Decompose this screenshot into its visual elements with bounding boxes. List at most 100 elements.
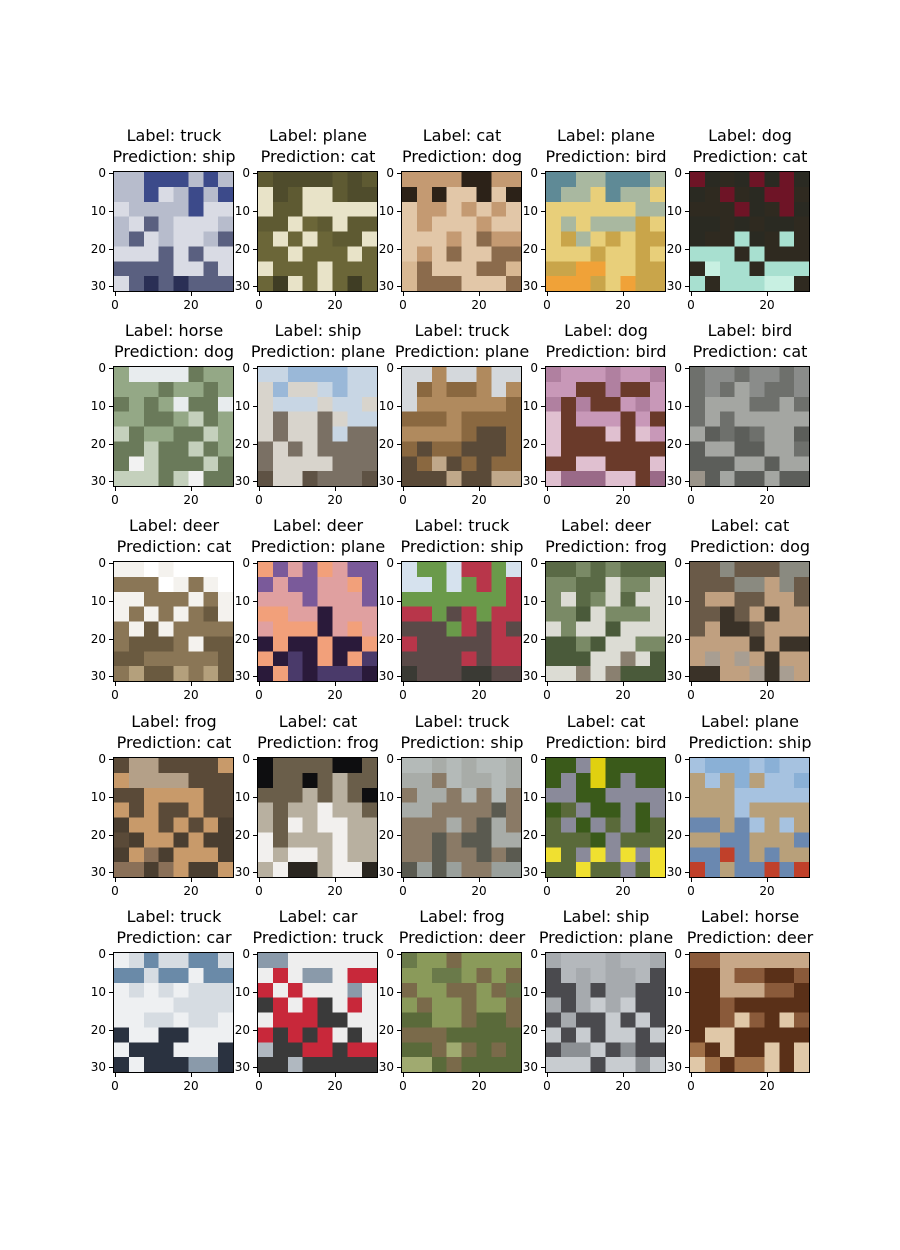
image-pixel [575, 832, 591, 848]
image-pixel [461, 651, 477, 667]
image-pixel [764, 621, 780, 637]
x-tick-label: 0 [111, 493, 119, 507]
image-pixel [704, 246, 721, 262]
image-pixel [114, 367, 130, 383]
image-pixel [476, 997, 492, 1013]
image-pixel [362, 591, 377, 607]
y-tick-label: 20 [666, 242, 682, 256]
image-pixel [590, 847, 606, 863]
image-pixel [287, 787, 303, 803]
image-pixel [287, 862, 303, 877]
image-pixel [173, 787, 189, 803]
image-pixel [302, 411, 318, 427]
image-pixel [650, 1027, 665, 1043]
x-tick-mark [623, 1073, 624, 1077]
image-pixel [476, 651, 492, 667]
y-tick-label: 0 [530, 947, 538, 961]
image-pixel [590, 381, 606, 398]
image-pixel [461, 817, 477, 833]
image-pixel [114, 1042, 130, 1058]
image-pixel [635, 621, 651, 637]
image-pixel [347, 261, 363, 277]
image-pixel [635, 562, 651, 578]
image-pixel [188, 576, 204, 593]
image-pixel [506, 832, 521, 848]
image-pixel [575, 758, 591, 774]
image-pixel [258, 953, 274, 969]
y-tick-label: 0 [386, 556, 394, 570]
image-pixel [546, 982, 562, 998]
image-pixel [287, 982, 303, 998]
y-tick-label: 10 [522, 790, 538, 804]
image-pixel [764, 651, 780, 667]
image-pixel [114, 246, 130, 262]
y-tick-mark [541, 173, 545, 174]
image-pixel [218, 621, 233, 637]
y-tick-label: 0 [98, 166, 106, 180]
y-tick-mark [397, 676, 401, 677]
image-pixel [461, 758, 477, 774]
image-pixel [779, 772, 795, 789]
image-pixel [158, 817, 174, 833]
image-pixel [635, 772, 651, 789]
image-pixel [590, 576, 606, 593]
image-panel: Label: horse Prediction: dog 0 10 20 30 0 20 [91, 321, 234, 506]
image-pixel [461, 441, 477, 457]
image-pixel [491, 456, 507, 472]
image-pixel [734, 758, 750, 774]
image-pixel [287, 231, 303, 247]
image-pixel [719, 953, 735, 969]
image-pixel [317, 231, 333, 247]
image-pixel [590, 666, 606, 681]
image-pixel [690, 651, 706, 667]
image-pixel [203, 172, 219, 188]
image-pixel [272, 621, 289, 637]
image-pixel [491, 862, 507, 877]
image-pixel [461, 666, 477, 681]
y-tick-label: 0 [242, 752, 250, 766]
image-pixel [128, 172, 145, 188]
y-tick-mark [397, 872, 401, 873]
image-pixel [546, 1057, 562, 1072]
image-pixel [650, 1042, 665, 1058]
image-pixel [317, 471, 333, 486]
image-pixel [218, 576, 233, 593]
x-tick-mark [335, 682, 336, 686]
image-pixel [128, 562, 145, 578]
image-pixels [258, 367, 377, 486]
image-pixel [173, 172, 189, 188]
image-pixel [560, 666, 577, 681]
y-tick-label: 10 [234, 594, 250, 608]
image-pixel [128, 832, 145, 848]
panel-prediction-title: Prediction: dog [113, 342, 235, 361]
image-pixel [431, 276, 447, 291]
image-pixel [218, 862, 233, 877]
image-pixel [446, 953, 462, 969]
x-tick-mark [479, 487, 480, 491]
image-pixel [347, 381, 363, 398]
image-pixel [272, 953, 289, 969]
image-pixel [203, 261, 219, 277]
image-pixel [476, 636, 492, 652]
x-tick-label: 0 [687, 298, 695, 312]
image-pixel [764, 591, 780, 607]
image-pixel [476, 1057, 492, 1072]
image-pixel [272, 201, 289, 217]
image-pixel [506, 997, 521, 1013]
image-pixel [158, 636, 174, 652]
image-pixel [779, 276, 795, 291]
image-pixel [546, 832, 562, 848]
image-pixel [749, 1042, 765, 1058]
image-pixel [347, 426, 363, 442]
image-pixel [143, 411, 159, 427]
image-pixel [734, 172, 750, 188]
x-tick-mark [623, 682, 624, 686]
image-pixel [128, 426, 145, 442]
image-pixel [362, 982, 377, 998]
y-tick-label: 20 [522, 632, 538, 646]
image-pixel [560, 967, 577, 984]
image-pixel [431, 261, 447, 277]
image-pixel [461, 982, 477, 998]
image-pixels [258, 562, 377, 681]
image-pixel [158, 787, 174, 803]
